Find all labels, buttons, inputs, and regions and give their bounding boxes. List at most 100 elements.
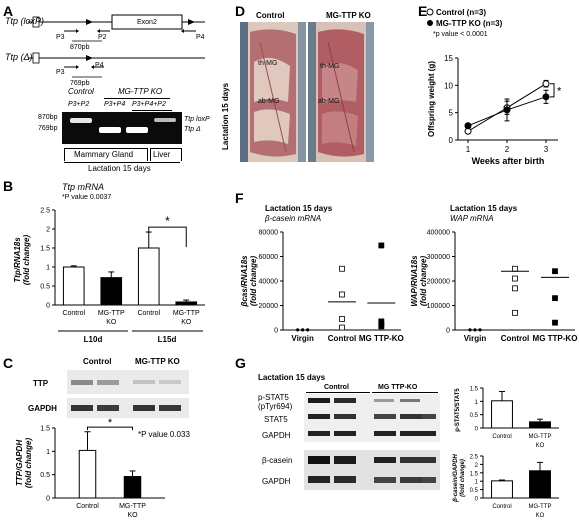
exon2-label: Exon2: [137, 19, 157, 26]
y-tick-label: 0: [475, 497, 479, 503]
blot-g-row-ptyr: (pTyr694): [258, 402, 293, 411]
y-tick-label: 40000: [259, 279, 279, 286]
x-tick-label: MG-TTP: [98, 310, 125, 317]
y-tick-label: 80000: [259, 230, 279, 237]
data-point: [512, 285, 518, 292]
y-tick-label: 0: [46, 496, 50, 503]
bar: [491, 480, 513, 499]
panel-letter-g: G: [235, 355, 246, 371]
x-axis-label: Weeks after birth: [472, 156, 545, 166]
ladder-769: 769bp: [38, 125, 58, 132]
photo-control-mouse: [240, 22, 306, 162]
panel-c-chart: 0 0.5 1 1.5 Control MG-TTP KO TTP/GAPDH(fold ch…: [15, 418, 165, 519]
bar: [529, 421, 551, 429]
primer-p4-top: P4: [196, 34, 205, 41]
x-tick-label: Control: [76, 503, 99, 510]
y-axis-label: βcas/RNA18s(fold change): [240, 255, 258, 308]
y-tick-label: 200000: [427, 279, 450, 286]
gel-lane3-bracket: [132, 110, 172, 111]
panel-letter-e: E: [418, 3, 428, 19]
y-axis-label: β-casein/GAPDH(fold change): [453, 453, 466, 502]
data-point: [378, 318, 385, 325]
bar: [175, 301, 198, 306]
y-tick-label: 10: [444, 81, 453, 90]
bar: [78, 449, 97, 499]
gel-header-ko: MG-TTP KO: [118, 87, 163, 96]
y-tick-label: 0.5: [470, 488, 479, 494]
blot-g-top-image: [304, 394, 440, 442]
legend-marker-ko: [427, 20, 433, 26]
data-point: [464, 122, 472, 130]
x-tick-label: MG TTP-KO: [533, 334, 578, 343]
panel-f-left-sub: β-casein mRNA: [265, 215, 321, 223]
photo-label-ab-mg-control: ab-MG: [258, 98, 280, 105]
y-tick-label: 1.5: [470, 471, 479, 477]
primer-p3-bottom: P3: [56, 69, 65, 76]
photo-side-label: Lactation 15 days: [221, 82, 230, 150]
gel-header-control: Control: [68, 87, 94, 96]
data-point: [512, 265, 518, 272]
panel-b-ylabel: Ttp/RNA18s(fold change): [13, 235, 31, 286]
panel-b-chart: 0 0.5 1 1.5 2 2.5 Control MG-TTP KO Control MG-TTP…: [13, 208, 205, 344]
data-point: [473, 328, 477, 332]
x-tick-label: KO: [536, 513, 545, 519]
exon1-box: [32, 16, 40, 28]
bar: [137, 247, 160, 306]
y-tick-label: 100000: [427, 303, 450, 310]
x-tick-label: Control: [492, 504, 511, 510]
x-tick-label: Virgin: [291, 334, 314, 343]
data-point: [339, 324, 345, 331]
significance-bracket: [87, 426, 133, 431]
panel-f-right-title: Lactation 15 days: [450, 204, 518, 213]
x-tick-label: Control: [62, 310, 85, 317]
y-tick-label: 400000: [427, 230, 450, 237]
tissue-mg-label: Mammary Gland: [74, 150, 134, 159]
y-tick-label: 2.5: [40, 208, 50, 215]
panel-b-title: Ttp mRNA: [62, 182, 105, 192]
panel-e-chart: Control (n=3) MG-TTP KO (n=3) *p value < 0…: [426, 8, 562, 166]
data-point: [512, 275, 518, 282]
data-point: [542, 80, 550, 88]
data-point: [339, 291, 345, 298]
lactation-bracket: [64, 162, 180, 163]
primer-p2-top: P2: [98, 34, 107, 41]
blot-g-ko-bracket: [372, 392, 438, 393]
x-tick-label: Control: [137, 310, 160, 317]
lane-label-3: P3+P4+P2: [132, 101, 166, 108]
blot-g-row-gapdh-top: GAPDH: [262, 431, 291, 440]
x-tick-label: MG-TTP: [529, 504, 552, 510]
y-tick-label: 0: [274, 328, 278, 335]
blot-g-bottom-image: [304, 450, 440, 490]
y-tick-label: 0: [46, 303, 50, 310]
y-tick-label: 1: [46, 449, 50, 456]
panel-letter-a: A: [3, 3, 14, 19]
loxp-site-1: [86, 19, 93, 25]
panel-c-ylabel: TTP/GAPDH(fold change): [15, 438, 33, 489]
data-point: [503, 106, 511, 114]
panel-f-left-title: Lactation 15 days: [265, 204, 333, 213]
significance-bracket: [550, 83, 555, 98]
significance-bracket: [148, 226, 187, 248]
x-tick-label: Control: [492, 434, 511, 440]
data-point: [478, 328, 482, 332]
y-tick-label: 1.5: [40, 426, 50, 433]
panel-letter-f: F: [235, 190, 244, 206]
gel-ko-bracket: [104, 98, 170, 99]
panel-f-right-chart: 0 100000 200000 300000 400000 Virgin Control MG…: [410, 230, 578, 344]
panel-letter-d: D: [235, 3, 246, 19]
panel-f-left-chart: 0 20000 40000 60000 80000 Virgin Control MG TTP…: [240, 230, 404, 344]
blot-g-header-control: Control: [324, 384, 349, 391]
y-tick-label: 60000: [259, 254, 279, 261]
lactation-label-a: Lactation 15 days: [88, 164, 151, 173]
y-tick-label: 0.5: [40, 472, 50, 479]
lane-label-2: P3+P4: [104, 101, 126, 108]
y-tick-label: 2.5: [470, 455, 479, 461]
panel-letter-c: C: [3, 355, 14, 371]
significance-star: *: [165, 214, 170, 228]
significance-star: *: [108, 418, 113, 429]
x-tick-label: 3: [544, 145, 549, 154]
panel-a: Ttp (loxP) Ttp (Δ) Exon2 P3 P2 P4 870pb …: [0, 0, 230, 175]
bar: [62, 266, 85, 306]
blot-g-row-bcasein: β-casein: [262, 456, 293, 465]
photo-label-ab-mg-ko: ab-MG: [318, 98, 340, 105]
